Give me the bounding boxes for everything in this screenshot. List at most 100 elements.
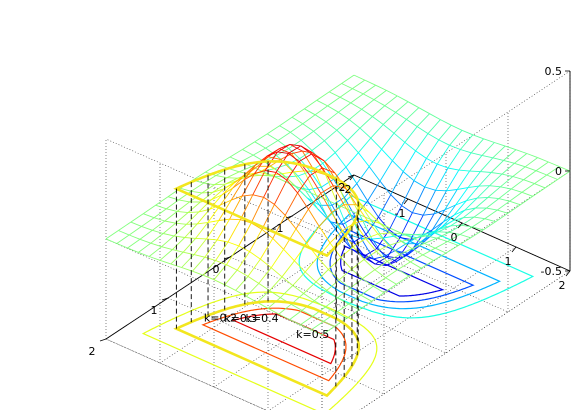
mesh-line: [308, 189, 320, 206]
mesh-line: [438, 124, 452, 141]
mesh-line: [327, 105, 339, 113]
mesh-line: [254, 141, 266, 149]
mesh-line: [495, 212, 509, 223]
mesh-line: [310, 163, 324, 172]
mesh-line: [512, 166, 526, 177]
mesh-line: [278, 303, 292, 315]
mesh-line: [190, 182, 204, 192]
mesh-line: [363, 259, 376, 271]
mesh-line: [439, 225, 451, 230]
mesh-line: [291, 108, 305, 118]
mesh-line: [250, 197, 265, 224]
mesh-line: [294, 185, 306, 192]
mesh-line: [289, 143, 301, 147]
mesh-line: [486, 207, 498, 211]
mesh-line: [298, 153, 312, 162]
mesh-line: [241, 173, 255, 197]
mesh-line: [426, 139, 440, 159]
mesh-line: [277, 151, 289, 154]
mesh-line: [118, 230, 130, 236]
mesh-line: [455, 200, 467, 206]
mesh-line: [192, 256, 206, 272]
mesh-line: [374, 269, 386, 279]
mesh-line: [305, 190, 319, 210]
mesh-line: [486, 198, 500, 209]
mesh-line: [350, 102, 362, 110]
mesh-line: [263, 172, 277, 198]
mesh-line: [374, 256, 388, 265]
mesh-line: [301, 310, 314, 317]
mesh-line: [461, 129, 473, 136]
mesh-line: [281, 260, 295, 278]
mesh-line: [491, 172, 503, 175]
mesh-line: [311, 153, 325, 162]
mesh-line: [206, 238, 218, 241]
mesh-line: [490, 160, 504, 173]
mesh-line: [378, 216, 390, 231]
mesh-line: [226, 171, 240, 179]
mesh-line: [348, 119, 361, 129]
mesh-line: [241, 194, 253, 197]
mesh-line: [440, 119, 452, 126]
mesh-line: [352, 88, 364, 95]
mesh-line: [361, 99, 375, 110]
mesh-line: [204, 164, 218, 173]
mesh-line: [373, 90, 387, 100]
mesh-line: [422, 254, 434, 261]
mesh-line: [484, 218, 496, 223]
mesh-line: [249, 229, 263, 252]
mesh-line: [393, 234, 405, 237]
mesh-line: [175, 222, 187, 225]
mesh-line: [326, 279, 340, 291]
mesh-line: [381, 132, 395, 150]
mesh-line: [470, 229, 484, 239]
mesh-line: [288, 139, 302, 149]
mesh-line: [183, 251, 195, 256]
mesh-line: [492, 145, 506, 159]
mesh-line: [368, 211, 380, 224]
mesh-line: [406, 107, 420, 120]
mesh-line: [376, 251, 388, 262]
mesh-line: [401, 180, 415, 206]
mesh-line: [229, 218, 241, 221]
mesh-line: [483, 138, 495, 143]
mesh-line: [512, 176, 524, 181]
floor-gridline: [167, 297, 385, 395]
mesh-line: [557, 170, 571, 180]
mesh-line: [236, 269, 249, 277]
mesh-line: [396, 275, 410, 285]
mesh-line: [203, 182, 215, 186]
mesh-line: [238, 245, 250, 252]
mesh-line: [449, 231, 461, 235]
mesh-line: [385, 269, 399, 279]
mesh-line: [360, 285, 374, 296]
mesh-line: [225, 180, 237, 185]
mesh-line: [317, 242, 331, 258]
mesh-line: [379, 222, 391, 234]
mesh-line: [152, 220, 166, 231]
mesh-line: [314, 290, 328, 302]
mesh-line: [316, 91, 330, 101]
mesh-line: [445, 245, 459, 254]
y-tick-label: -1: [395, 207, 406, 220]
mesh-line: [371, 238, 385, 257]
mesh-line: [239, 194, 254, 220]
mesh-line: [290, 131, 302, 141]
mesh-line: [315, 281, 328, 291]
mesh-line: [422, 190, 437, 216]
mesh-line: [249, 251, 261, 260]
mesh-line: [487, 186, 501, 198]
mesh-line: [461, 216, 475, 226]
mesh-line: [353, 74, 365, 81]
mesh-line: [282, 171, 294, 175]
mesh-line: [342, 216, 356, 225]
y-tick-mark: [403, 198, 409, 205]
mesh-line: [181, 254, 195, 268]
mesh-line: [420, 260, 434, 269]
mesh-line: [461, 224, 473, 228]
y-tick-mark: [565, 270, 571, 277]
mesh-line: [240, 154, 254, 163]
mesh-line: [339, 88, 353, 98]
mesh-line: [217, 156, 231, 165]
